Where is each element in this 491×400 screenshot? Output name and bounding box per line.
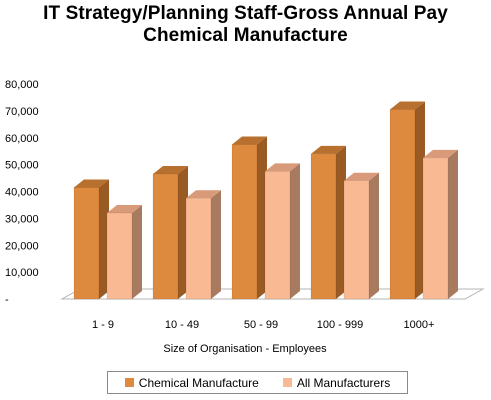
legend-label-chemical: Chemical Manufacture — [138, 375, 259, 390]
bar — [73, 187, 100, 300]
chart-legend: Chemical Manufacture All Manufacturers — [107, 371, 408, 394]
bar-top — [390, 101, 425, 110]
y-tick-label: 70,000 — [5, 106, 39, 118]
y-tick-label: 20,000 — [5, 240, 39, 252]
y-tick-label: 30,000 — [5, 213, 39, 225]
x-tick-label: 50 - 99 — [244, 319, 278, 331]
bar-top — [265, 163, 300, 172]
legend-item-chemical: Chemical Manufacture — [124, 375, 259, 390]
bar-top — [344, 172, 379, 181]
legend-swatch-all — [282, 378, 292, 387]
bar — [152, 173, 179, 300]
y-tick-label: 40,000 — [5, 187, 39, 199]
chart-subtitle: Chemical Manufacture — [143, 25, 348, 46]
bar — [106, 212, 133, 300]
y-tick-label: 50,000 — [5, 160, 39, 172]
y-tick-label: 60,000 — [5, 133, 39, 145]
chart-title: IT Strategy/Planning Staff-Gross Annual … — [43, 3, 448, 24]
x-tick-label: 10 - 49 — [165, 319, 199, 331]
bar-side — [99, 179, 109, 299]
bar-top — [311, 145, 346, 154]
y-tick-label: 10,000 — [5, 267, 39, 279]
bar-side — [132, 205, 142, 299]
bar — [422, 157, 449, 300]
bar-side — [257, 136, 267, 299]
bar-top — [107, 205, 142, 213]
bar-top — [423, 149, 458, 158]
bar — [310, 153, 337, 300]
legend-label-all: All Manufacturers — [296, 375, 391, 390]
bar-side — [211, 190, 221, 299]
bar-side — [369, 172, 379, 299]
bar-top — [186, 190, 221, 199]
bar — [264, 171, 291, 300]
legend-item-all: All Manufacturers — [282, 375, 391, 390]
bar — [343, 180, 370, 300]
bar-top — [153, 166, 188, 175]
x-tick-label: 1000+ — [404, 319, 435, 331]
bar-side — [415, 101, 425, 299]
bar-side — [290, 163, 300, 299]
legend-swatch-chemical — [124, 378, 134, 387]
bar-side — [448, 149, 458, 299]
bar-top — [232, 136, 267, 145]
x-tick-label: 100 - 999 — [317, 319, 363, 331]
bar — [389, 109, 416, 300]
x-tick-label: 1 - 9 — [92, 319, 114, 331]
y-tick-label: 80,000 — [5, 79, 39, 91]
bar — [231, 144, 258, 300]
y-tick-label: - — [5, 294, 9, 306]
bar — [185, 197, 212, 300]
bar-side — [336, 145, 346, 299]
bar-side — [178, 166, 188, 299]
bar-chart: - 10,000 20,000 30,000 40,000 50,000 60,000 70,… — [5, 79, 485, 355]
bar-top — [74, 179, 109, 188]
x-axis-title: Size of Organisation - Employees — [163, 343, 327, 355]
